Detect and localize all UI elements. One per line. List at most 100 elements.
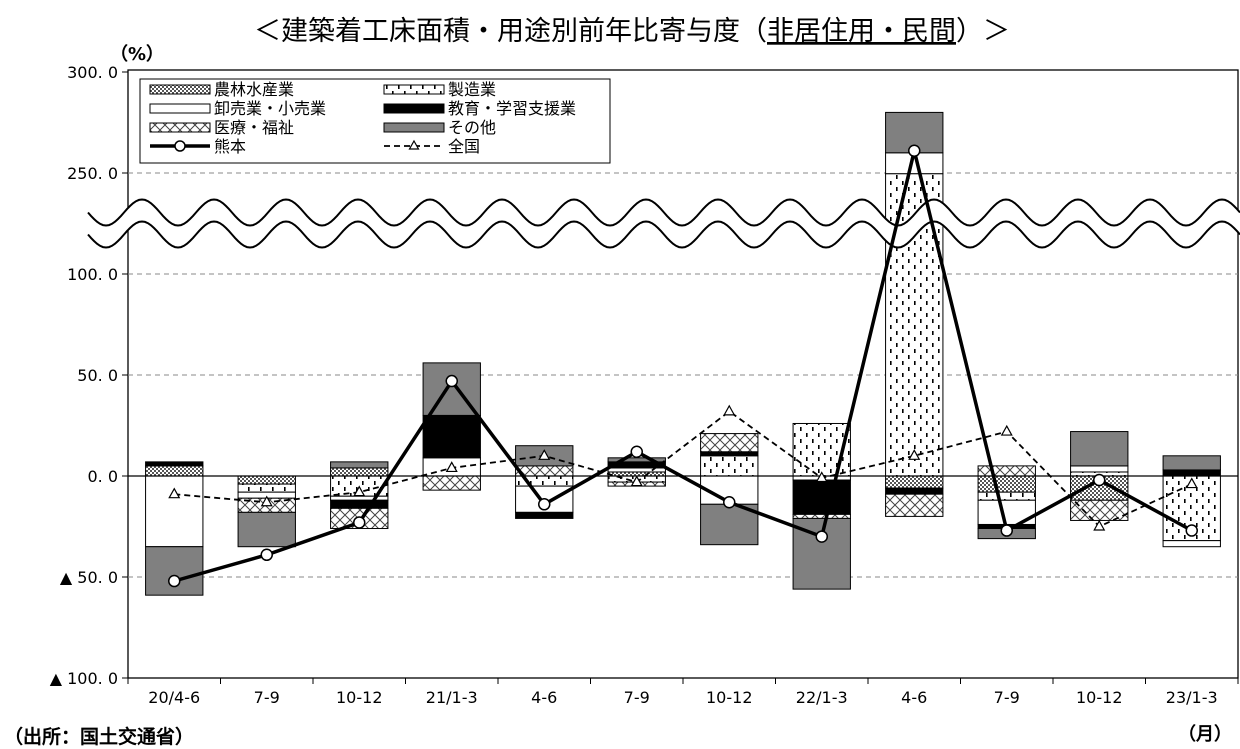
bar-segment-other xyxy=(145,546,204,596)
y-tick-label: ▲ 50. 0 xyxy=(60,568,118,587)
line-point-kumamoto xyxy=(1185,524,1198,537)
x-unit-label: （月） xyxy=(1178,724,1232,745)
bar-segment-other xyxy=(1162,455,1221,471)
bar-segment-edu xyxy=(1162,469,1221,477)
line-point-national xyxy=(1000,424,1013,436)
line-point-national xyxy=(723,404,736,416)
line-point-national xyxy=(353,485,366,497)
legend-box xyxy=(139,78,611,164)
line-series-national xyxy=(174,410,1193,528)
legend-marker xyxy=(408,139,420,150)
bar-segment-agri xyxy=(145,465,204,477)
legend-swatch-mfg xyxy=(383,84,445,95)
x-tick-label: 21/1-3 xyxy=(426,688,478,707)
bar-segment-mfg xyxy=(977,491,1036,501)
bar-segment-medical xyxy=(977,465,1036,477)
axis-break-wave xyxy=(87,220,1240,249)
legend-label: 製造業 xyxy=(448,80,496,99)
line-point-kumamoto xyxy=(353,516,366,529)
axis-break-wave xyxy=(87,198,1240,227)
line-point-kumamoto xyxy=(538,498,551,511)
bar-segment-edu xyxy=(700,451,759,457)
line-point-kumamoto xyxy=(1000,524,1013,537)
bar-segment-edu xyxy=(145,461,204,467)
bar-segment-retail xyxy=(330,495,389,501)
bar-segment-mfg xyxy=(237,483,296,493)
bar-segment-other xyxy=(1070,431,1129,467)
legend-swatch-agri xyxy=(149,84,211,95)
line-point-national xyxy=(908,449,921,460)
chart-title-suffix: ）＞ xyxy=(956,16,1010,47)
legend-swatch-edu xyxy=(383,103,445,114)
line-point-national xyxy=(538,449,551,460)
axis-break xyxy=(87,198,1240,249)
line-point-national xyxy=(260,495,273,507)
y-tick-label: 300. 0 xyxy=(67,63,118,82)
bar-segment-edu xyxy=(422,414,481,459)
legend-label: 全国 xyxy=(448,137,480,156)
bar-segment-medical xyxy=(1070,499,1129,521)
legend-label: 農林水産業 xyxy=(214,80,294,99)
legend-swatch-medical xyxy=(149,122,211,133)
line-point-national xyxy=(1093,519,1106,531)
chart-title: ＜建築着工床面積・用途別前年比寄与度（非居住用・民間）＞ xyxy=(254,16,1010,47)
line-point-national xyxy=(1185,477,1198,489)
legend-label: 医療・福祉 xyxy=(214,118,294,137)
bar-segment-medical xyxy=(792,513,851,519)
bar-segment-other xyxy=(237,511,296,548)
line-point-kumamoto xyxy=(168,574,181,588)
y-tick-label: 250. 0 xyxy=(67,164,118,183)
line-point-kumamoto xyxy=(723,496,736,509)
legend-swatch-other xyxy=(383,122,445,133)
bar-segment-retail xyxy=(1162,540,1221,548)
source-note: （出所：国土交通省） xyxy=(4,725,194,748)
y-tick-label: 100. 0 xyxy=(67,265,118,284)
legend-label: 卸売業・小売業 xyxy=(214,99,326,118)
axis-break-band xyxy=(88,199,1240,248)
x-tick-label: 10-12 xyxy=(706,688,753,707)
line-point-kumamoto xyxy=(908,144,921,158)
x-tick-label: 4-6 xyxy=(901,688,927,707)
x-tick-label: 23/1-3 xyxy=(1166,688,1218,707)
x-tick-label: 22/1-3 xyxy=(796,688,848,707)
chart-title-emphasis: 非居住用・民間 xyxy=(767,16,956,47)
bar-segment-agri xyxy=(330,467,389,477)
legend-swatch-retail xyxy=(149,103,211,114)
bar-segment-agri xyxy=(885,475,944,489)
bar-segment-retail xyxy=(607,467,666,473)
x-tick-label: 20/4-6 xyxy=(148,688,200,707)
bar-segment-agri xyxy=(237,475,296,485)
bar-segment-medical xyxy=(700,433,759,453)
line-point-kumamoto xyxy=(815,530,828,543)
chart-title-prefix: ＜建築着工床面積・用途別前年比寄与度（ xyxy=(254,16,767,47)
bar-segment-medical xyxy=(515,465,574,477)
x-tick-label: 4-6 xyxy=(531,688,557,707)
x-tick-label: 7-9 xyxy=(624,688,650,707)
legend-marker xyxy=(174,140,186,152)
bar-segment-other xyxy=(330,461,389,469)
bar-segment-edu xyxy=(792,479,851,515)
bar-segment-medical xyxy=(422,475,481,491)
legend-label: 教育・学習支援業 xyxy=(448,99,576,118)
x-tick-label: 7-9 xyxy=(994,688,1020,707)
y-tick-label: 50. 0 xyxy=(77,366,118,385)
x-tick-label: 10-12 xyxy=(336,688,383,707)
line-series-kumamoto xyxy=(173,150,1193,583)
line-point-national xyxy=(168,487,181,499)
bar-segment-retail xyxy=(145,475,204,548)
y-tick-label: ▲ 100. 0 xyxy=(50,669,118,688)
line-point-kumamoto xyxy=(445,374,458,388)
bar-segment-mfg xyxy=(700,455,759,477)
line-point-national xyxy=(445,461,458,473)
bar-segment-retail xyxy=(1070,465,1129,473)
bar-segment-edu xyxy=(515,511,574,519)
y-tick-label: 0. 0 xyxy=(87,467,118,486)
y-unit-label: （%） xyxy=(110,44,164,65)
line-point-kumamoto xyxy=(1093,473,1106,487)
line-point-national xyxy=(815,471,828,483)
line-point-kumamoto xyxy=(260,548,273,562)
bar-segment-medical xyxy=(885,493,944,517)
bar-segment-edu xyxy=(885,487,944,495)
